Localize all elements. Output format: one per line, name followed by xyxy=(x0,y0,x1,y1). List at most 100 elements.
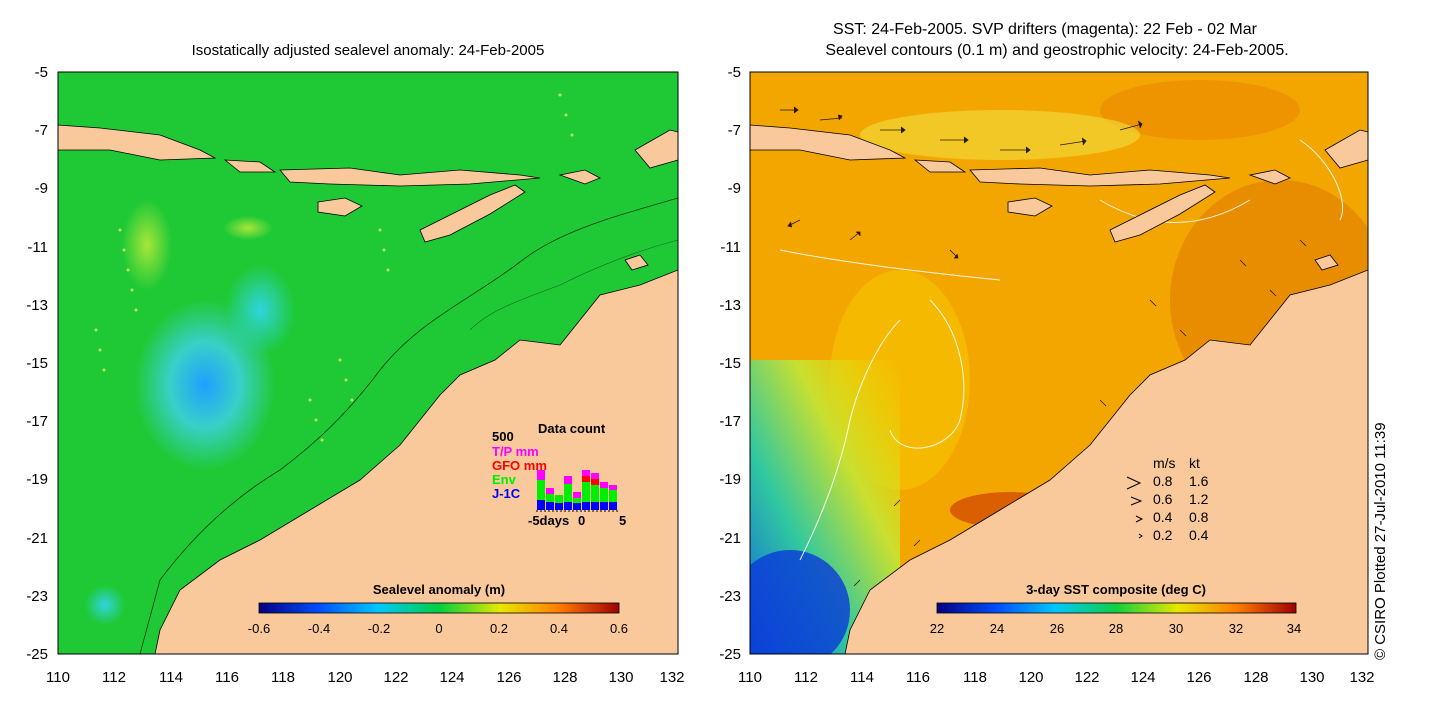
right-colorbar-tick: 24 xyxy=(990,621,1004,636)
velocity-key-kt: 0.8 xyxy=(1189,509,1209,525)
velocity-key-arrow-08 xyxy=(1126,476,1142,490)
sumbawa-flores-sst xyxy=(969,167,1231,187)
left-colorbar: Sealevel anomaly (m) -0.6 -0.4 -0.2 0 0.… xyxy=(248,582,628,636)
right-y-tick: -9 xyxy=(728,180,741,197)
left-x-tick: 128 xyxy=(552,669,577,686)
left-colorbar-tick: -0.2 xyxy=(368,621,390,636)
timor-island xyxy=(419,184,526,243)
bathymetry-contour xyxy=(139,197,678,654)
credit-label: © CSIRO Plotted 27-Jul-2010 11:39 xyxy=(1372,422,1389,660)
left-x-tick: 124 xyxy=(439,669,464,686)
left-y-tick: -11 xyxy=(27,239,48,256)
velocity-key-kt: 0.4 xyxy=(1189,527,1209,543)
right-colorbar-ticks: 22 24 26 28 30 32 34 xyxy=(930,621,1301,636)
left-y-tick: -19 xyxy=(26,471,48,488)
velocity-key-ms: 0.4 xyxy=(1153,509,1173,525)
right-x-axis: 110 112 114 116 118 120 122 124 126 128 … xyxy=(738,669,1374,686)
right-colorbar-tick: 30 xyxy=(1169,621,1183,636)
sealevel-contours xyxy=(779,139,1344,561)
left-y-tick: -17 xyxy=(26,413,48,430)
right-map-frame xyxy=(749,71,1369,655)
left-map-area xyxy=(58,72,678,654)
velocity-key-kt: 1.6 xyxy=(1189,473,1209,489)
velocity-key: m/s kt 0.8 1.6 0.6 1.2 0.4 0.8 0.2 0.4 xyxy=(1126,455,1209,543)
right-colorbar-tick: 26 xyxy=(1050,621,1064,636)
right-x-tick: 114 xyxy=(850,669,874,686)
left-colorbar-label: Sealevel anomaly (m) xyxy=(373,582,505,597)
data-count-x-mid: 0 xyxy=(578,513,585,528)
altimeter-track-dots xyxy=(94,93,574,442)
velocity-key-arrow-06 xyxy=(1130,496,1143,506)
right-colorbar-label: 3-day SST composite (deg C) xyxy=(1026,582,1206,597)
left-y-axis: -5 -7 -9 -11 -13 -15 -17 -19 -21 -23 -25 xyxy=(26,64,48,663)
velocity-key-ms: 0.8 xyxy=(1153,473,1173,489)
right-colorbar-tick: 22 xyxy=(930,621,944,636)
sst-cold-southwest xyxy=(750,550,850,654)
anomaly-high-north xyxy=(223,216,273,240)
island-far-east-sst xyxy=(1324,129,1368,169)
right-x-tick: 112 xyxy=(794,669,818,686)
anomaly-low-southwest xyxy=(85,585,125,625)
land-masses-sst xyxy=(750,124,1368,654)
velocity-key-header-ms: m/s xyxy=(1153,455,1176,471)
velocity-key-arrow-04 xyxy=(1135,515,1144,523)
data-count-scale: 500 xyxy=(492,429,514,444)
right-x-tick: 126 xyxy=(1186,669,1211,686)
right-map-area xyxy=(750,72,1368,654)
right-panel-title-line1: SST: 24-Feb-2005. SVP drifters (magenta)… xyxy=(833,21,1258,38)
australia-mainland-sst xyxy=(844,269,1368,654)
left-y-tick: -7 xyxy=(35,122,48,139)
left-map-panel: Isostatically adjusted sealevel anomaly:… xyxy=(26,42,684,686)
data-count-title: Data count xyxy=(538,421,606,436)
velocity-key-header-kt: kt xyxy=(1189,455,1200,471)
left-y-tick: -9 xyxy=(35,180,48,197)
legend-gfo: GFO mm xyxy=(492,458,547,473)
left-y-tick: -21 xyxy=(26,530,48,547)
left-y-tick: -5 xyxy=(35,64,48,81)
left-x-tick: 130 xyxy=(608,669,633,686)
bali-lombok-sst xyxy=(913,159,967,173)
right-y-tick: -11 xyxy=(720,239,741,256)
data-count-inset: Data count 500 T/P mm GFO mm Env J-1C -5… xyxy=(492,421,626,528)
data-count-x-right: 5 xyxy=(619,513,626,528)
left-colorbar-ticks: -0.6 -0.4 -0.2 0 0.2 0.4 0.6 xyxy=(248,621,628,636)
left-x-tick: 122 xyxy=(383,669,408,686)
bali-lombok xyxy=(223,159,277,173)
right-y-axis: -5 -7 -9 -11 -13 -15 -17 -19 -21 -23 -25 xyxy=(719,64,741,663)
left-colorbar-tick: 0 xyxy=(435,621,442,636)
right-x-tick: 130 xyxy=(1299,669,1324,686)
left-x-tick: 114 xyxy=(159,669,183,686)
sumba-island xyxy=(317,197,363,217)
left-map-frame xyxy=(57,71,679,655)
left-x-tick: 110 xyxy=(46,669,70,686)
right-x-tick: 122 xyxy=(1074,669,1099,686)
island-small-east xyxy=(558,169,601,185)
left-y-tick: -25 xyxy=(26,646,48,663)
legend-tp: T/P mm xyxy=(492,444,539,459)
right-colorbar: 3-day SST composite (deg C) 22 24 26 28 … xyxy=(930,582,1301,636)
right-y-tick: -23 xyxy=(719,588,741,605)
australia-mainland xyxy=(154,269,678,654)
right-y-tick: -5 xyxy=(728,64,741,81)
left-x-tick: 112 xyxy=(102,669,126,686)
land-masses xyxy=(58,124,678,654)
island-tiny-sst xyxy=(1314,254,1339,271)
sumba-island-sst xyxy=(1007,197,1053,217)
sst-warm-north xyxy=(1100,80,1300,140)
legend-j1c: J-1C xyxy=(492,486,521,501)
island-small-east-sst xyxy=(1248,169,1291,185)
left-x-tick: 116 xyxy=(215,669,239,686)
right-x-tick: 124 xyxy=(1130,669,1155,686)
data-count-x-left: -5days xyxy=(528,513,569,528)
legend-env: Env xyxy=(492,472,517,487)
island-far-east xyxy=(634,129,678,169)
right-y-tick: -19 xyxy=(719,471,741,488)
anomaly-high-west xyxy=(122,200,172,290)
left-colorbar-tick: 0.6 xyxy=(610,621,628,636)
left-y-tick: -13 xyxy=(26,297,48,314)
left-x-tick: 120 xyxy=(327,669,352,686)
left-colorbar-tick: -0.6 xyxy=(248,621,270,636)
right-colorbar-gradient xyxy=(936,602,1297,614)
right-y-tick: -17 xyxy=(719,413,741,430)
